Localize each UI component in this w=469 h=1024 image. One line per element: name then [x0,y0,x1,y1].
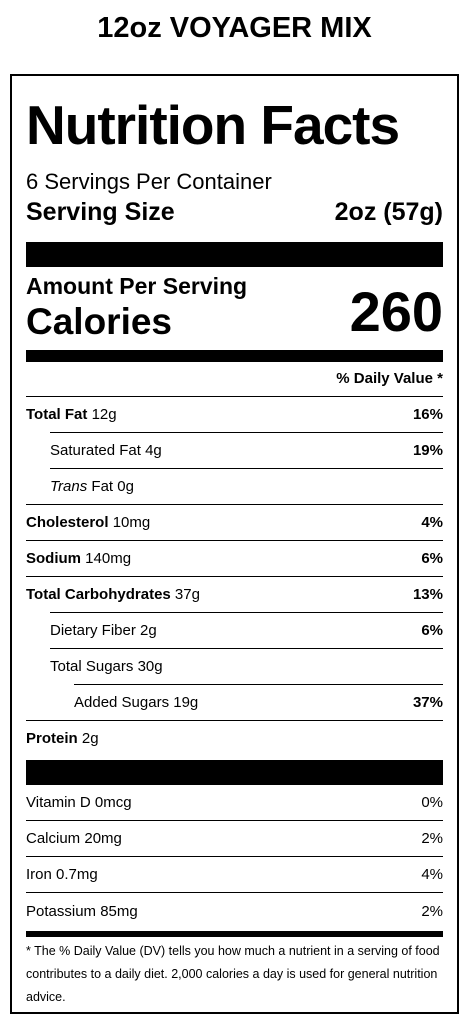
vitamin-amount: 0mcg [94,794,132,811]
nutrient-name: Added Sugars [74,694,170,711]
vitamin-name: Potassium [26,902,97,920]
nutrient-dv: 6% [421,550,443,567]
vitamin-row-calcium: Calcium 20mg 2% [26,821,443,857]
nutrient-amount: 140mg [85,550,132,567]
thick-divider [26,242,443,267]
vitamin-row-vitamin-d: Vitamin D 0mcg 0% [26,785,443,821]
nutrient-row-trans-fat: Trans Fat 0g [50,468,443,504]
label-inner: Nutrition Facts 6 Servings Per Container… [26,76,443,1012]
vitamin-rows: Vitamin D 0mcg 0% Calcium 20mg 2% Iron 0… [26,785,443,929]
nutrient-row-total-sugars: Total Sugars 30g [50,648,443,684]
nutrient-dv: 13% [412,586,443,603]
nutrient-row-saturated-fat: Saturated Fat 4g 19% [50,432,443,468]
nutrition-facts-label: Nutrition Facts 6 Servings Per Container… [10,74,459,1014]
vitamin-row-iron: Iron 0.7mg 4% [26,857,443,893]
nutrient-amount: 19g [173,694,199,711]
nutrient-name: Saturated Fat [50,442,141,459]
vitamin-dv: 2% [421,902,443,920]
nutrient-amount: 0g [117,478,134,495]
servings-per-container: 6 Servings Per Container [26,169,272,194]
serving-size-row: Serving Size 2oz (57g) [26,196,443,228]
nutrient-name: Sodium [26,550,81,567]
vitamin-amount: 0.7mg [56,866,98,883]
amount-per-serving: Amount Per Serving [26,273,248,299]
nutrient-row-cholesterol: Cholesterol 10mg 4% [26,504,443,540]
vitamin-divider [26,760,443,785]
serving-size-label: Serving Size [26,197,175,226]
nutrient-name: Cholesterol [26,514,109,531]
nutrient-dv: 4% [421,514,443,531]
nutrient-row-protein: Protein 2g [26,720,443,756]
nutrient-dv: 16% [412,406,443,423]
nutrient-amount: 4g [145,442,162,459]
nutrient-name: Fat [91,478,114,495]
vitamin-row-potassium: Potassium 85mg 2% [26,893,443,929]
vitamin-dv: 0% [421,794,443,811]
nutrient-amount: 30g [137,658,163,675]
vitamin-name: Iron [26,866,52,883]
nutrient-amount: 2g [140,622,157,639]
nutrient-dv: 37% [412,694,443,711]
nutrient-row-dietary-fiber: Dietary Fiber 2g 6% [50,612,443,648]
nutrient-rows: Total Fat 12g 16% Saturated Fat 4g 19% T… [26,396,443,756]
calories-value: 260 [349,280,443,343]
vitamin-dv: 2% [421,830,443,847]
nutrient-amount: 10mg [112,514,151,531]
nutrient-amount: 2g [81,730,99,747]
nutrient-amount: 12g [91,406,117,423]
vitamin-name: Calcium [26,830,81,847]
medium-divider [26,350,443,362]
nutrient-name-italic: Trans [50,478,88,495]
nutrition-facts-title: Nutrition Facts [26,94,400,156]
vitamin-name: Vitamin D [26,794,91,811]
nutrient-name: Protein [26,730,78,747]
nutrient-name: Total Fat [26,406,88,423]
daily-value-footnote: * The % Daily Value (DV) tells you how m… [26,944,440,1004]
calories-label: Calories [26,301,173,342]
nutrient-name: Total Sugars [50,658,134,675]
nutrient-dv: 19% [412,442,443,459]
vitamin-amount: 85mg [100,902,138,920]
nutrient-name: Total Carbohydrates [26,586,171,603]
nutrient-name: Dietary Fiber [50,622,136,639]
nutrient-row-added-sugars: Added Sugars 19g 37% [74,684,443,720]
nutrient-row-total-carbohydrates: Total Carbohydrates 37g 13% [26,576,443,612]
daily-value-header: % Daily Value * [336,370,443,387]
nutrient-amount: 37g [174,586,200,603]
serving-size-value: 2oz (57g) [334,197,443,226]
product-title: 12oz VOYAGER MIX [97,12,372,44]
nutrient-row-sodium: Sodium 140mg 6% [26,540,443,576]
nutrient-dv: 6% [421,622,443,639]
footnote-divider [26,931,443,937]
nutrient-row-total-fat: Total Fat 12g 16% [26,396,443,432]
vitamin-amount: 20mg [84,830,122,847]
vitamin-dv: 4% [421,866,443,883]
